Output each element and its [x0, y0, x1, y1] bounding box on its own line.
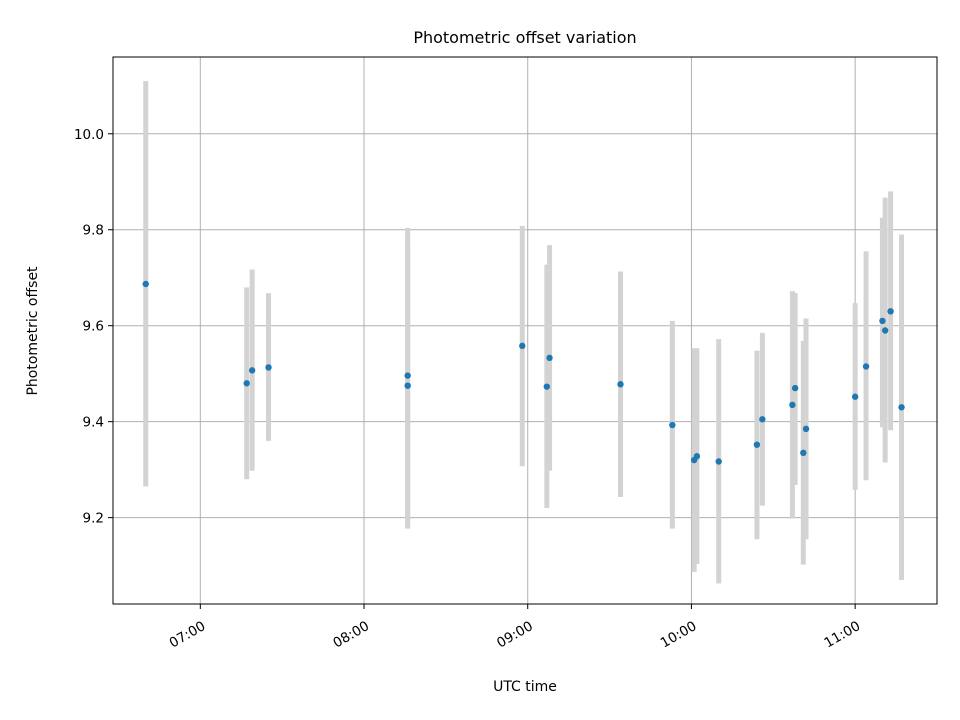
x-axis-label: UTC time — [493, 679, 557, 695]
error-bars — [143, 80, 905, 584]
data-point — [791, 384, 799, 392]
x-tick-label: 09:00 — [494, 618, 536, 651]
data-point — [753, 441, 761, 448]
plot-frame — [112, 56, 938, 605]
data-point — [693, 453, 701, 460]
data-point — [519, 342, 526, 350]
data-point — [546, 354, 553, 362]
data-point — [142, 280, 149, 288]
grid — [113, 57, 937, 604]
data-point — [881, 327, 889, 334]
data-point — [851, 393, 859, 400]
data-point — [789, 401, 796, 409]
data-point — [802, 425, 810, 433]
data-point — [543, 383, 551, 390]
data-point — [243, 380, 250, 387]
y-tick-label: 9.8 — [83, 223, 104, 239]
data-point — [265, 364, 272, 371]
x-tick-label: 11:00 — [822, 618, 864, 651]
x-tick-label: 10:00 — [658, 618, 700, 651]
chart-title: Photometric offset variation — [413, 28, 636, 47]
data-point — [404, 382, 411, 389]
data-points — [142, 280, 905, 465]
x-tick-label: 08:00 — [330, 618, 372, 651]
y-axis-label: Photometric offset — [25, 266, 41, 396]
data-point — [404, 372, 411, 379]
y-tick-label: 9.6 — [83, 319, 104, 335]
y-tick-label: 9.4 — [83, 415, 104, 431]
data-point — [898, 404, 905, 411]
data-point — [862, 363, 870, 370]
data-point — [669, 421, 676, 429]
data-point — [248, 367, 256, 374]
y-axis-ticks: 9.2 9.4 9.6 9.8 10.0 — [74, 127, 113, 527]
data-point — [617, 381, 624, 388]
data-point — [879, 317, 886, 325]
x-tick-label: 07:00 — [167, 618, 209, 651]
data-point — [800, 449, 807, 457]
y-tick-label: 9.2 — [83, 511, 104, 527]
data-point — [887, 308, 894, 315]
data-point — [715, 458, 722, 465]
x-axis-ticks: 07:00 08:00 09:00 10:00 11:00 — [167, 604, 864, 651]
y-tick-label: 10.0 — [74, 127, 104, 143]
data-point — [759, 416, 766, 423]
